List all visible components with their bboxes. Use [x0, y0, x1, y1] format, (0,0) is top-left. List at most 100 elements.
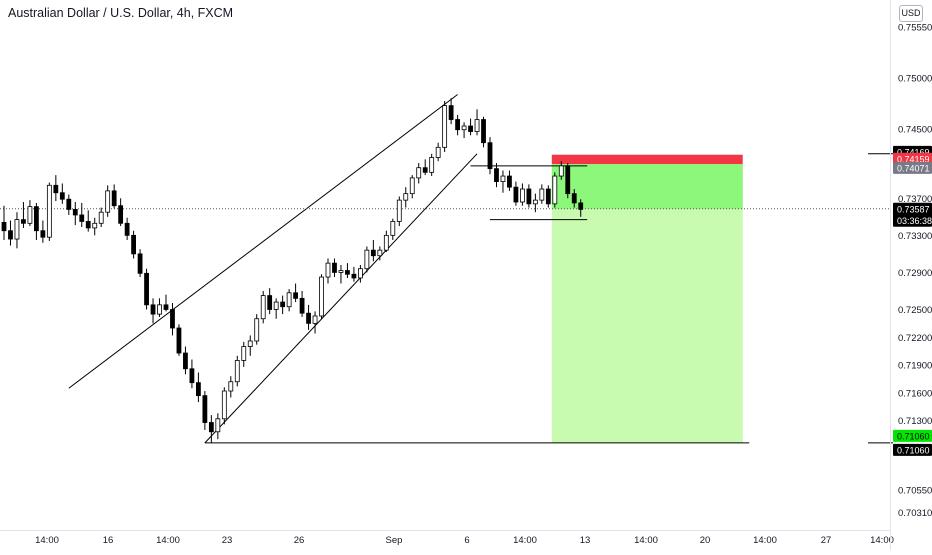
candle — [144, 268, 149, 310]
price-tick-label: 0.70550 — [898, 486, 932, 497]
candle — [53, 175, 59, 202]
candle — [319, 274, 324, 319]
candle — [578, 199, 584, 217]
candle-body — [286, 292, 292, 308]
candle-body — [507, 175, 512, 188]
time-tick-label: 14:00 — [513, 535, 537, 546]
price-tick-label: 0.71600 — [898, 388, 932, 399]
candle-body — [351, 273, 357, 279]
price-tick-label: 0.71300 — [898, 416, 932, 427]
candle-body — [260, 295, 266, 320]
price-tick-label: 0.75000 — [898, 73, 932, 84]
price-label-gray: 0.74071 — [893, 161, 932, 174]
candle-body — [390, 221, 396, 236]
candle-body — [8, 230, 13, 240]
time-tick-label: 14:00 — [156, 535, 180, 546]
candle — [92, 217, 98, 236]
candle — [429, 153, 435, 177]
profit-zone-active[interactable] — [551, 164, 743, 209]
price-tick-label: 0.75550 — [898, 22, 932, 33]
candle — [409, 175, 415, 199]
candle — [8, 220, 13, 246]
candle — [280, 295, 286, 315]
symbol-title[interactable]: Australian Dollar / U.S. Dollar, 4h, FXC… — [8, 6, 234, 20]
candle — [59, 183, 65, 204]
candle — [163, 294, 169, 312]
price-axis[interactable]: 0.75550 0.75000 0.74500 0.73700 0.73300 0.729… — [898, 22, 932, 519]
candle — [558, 161, 564, 180]
candle-body — [526, 188, 532, 205]
price-tick-label: 0.73300 — [898, 231, 932, 242]
candle — [487, 137, 493, 175]
candle-body — [267, 295, 273, 310]
candle — [254, 314, 260, 345]
candle — [403, 187, 409, 208]
candle-body — [383, 234, 389, 251]
candle-body — [364, 249, 370, 270]
stop-zone[interactable] — [551, 154, 743, 165]
chart-title[interactable]: Australian Dollar / U.S. Dollar, 4h, FXC… — [8, 6, 233, 20]
profit-zone[interactable] — [551, 164, 743, 443]
candle — [131, 230, 137, 259]
candle-body — [403, 193, 409, 201]
channel-lower-line[interactable] — [204, 153, 478, 444]
candle-body — [455, 119, 461, 131]
candle — [241, 341, 247, 367]
candle — [520, 183, 525, 206]
candle-body — [85, 221, 91, 229]
candle-body — [202, 395, 208, 423]
candle-body — [34, 206, 39, 232]
channel-upper-line[interactable] — [68, 94, 458, 389]
candle-body — [429, 157, 435, 173]
candle — [79, 202, 85, 228]
candle — [40, 220, 46, 243]
price-label-bg — [893, 202, 932, 227]
candle-body — [377, 249, 383, 257]
candle — [170, 302, 175, 336]
candle — [46, 182, 52, 241]
candle — [124, 217, 130, 240]
candle — [14, 212, 20, 249]
candle — [526, 184, 532, 208]
time-tick-label: 6 — [464, 535, 469, 546]
time-tick-label: 26 — [294, 535, 305, 546]
time-axis[interactable]: 14:00 16 14:00 23 26 Sep 6 14:00 13 14:00 20 14:00 2… — [35, 535, 894, 546]
candle — [416, 163, 422, 184]
candle-body — [396, 199, 402, 222]
candle — [293, 283, 299, 303]
candle — [157, 298, 162, 317]
candle-body — [520, 188, 525, 203]
candle-body — [183, 352, 188, 370]
price-label-current: 0.73587 03:36:38 — [893, 202, 932, 227]
candle-body — [293, 292, 299, 299]
candle — [202, 391, 208, 430]
price-tick-label: 0.72500 — [898, 305, 932, 316]
candles — [1, 98, 584, 443]
candle — [85, 210, 91, 232]
candle — [481, 116, 486, 148]
candle — [72, 201, 78, 226]
candle-body — [66, 198, 72, 210]
price-tick-label: 0.73700 — [898, 194, 932, 205]
candle-body — [195, 382, 201, 397]
candle-body — [461, 125, 467, 131]
candle — [137, 249, 143, 278]
candle — [435, 142, 441, 162]
candle-body — [545, 188, 551, 205]
candle-body — [144, 272, 149, 306]
candle — [189, 359, 195, 389]
candle — [552, 172, 558, 208]
candle — [325, 258, 331, 284]
candle-body — [137, 253, 143, 274]
candle-body — [558, 165, 564, 177]
candle-body — [247, 340, 253, 347]
drawings[interactable] — [0, 94, 890, 444]
candle — [455, 114, 461, 136]
candle-body — [1, 221, 7, 232]
currency-button[interactable]: USD — [899, 5, 923, 22]
candle-body — [27, 206, 33, 224]
position-zones[interactable] — [551, 154, 743, 443]
